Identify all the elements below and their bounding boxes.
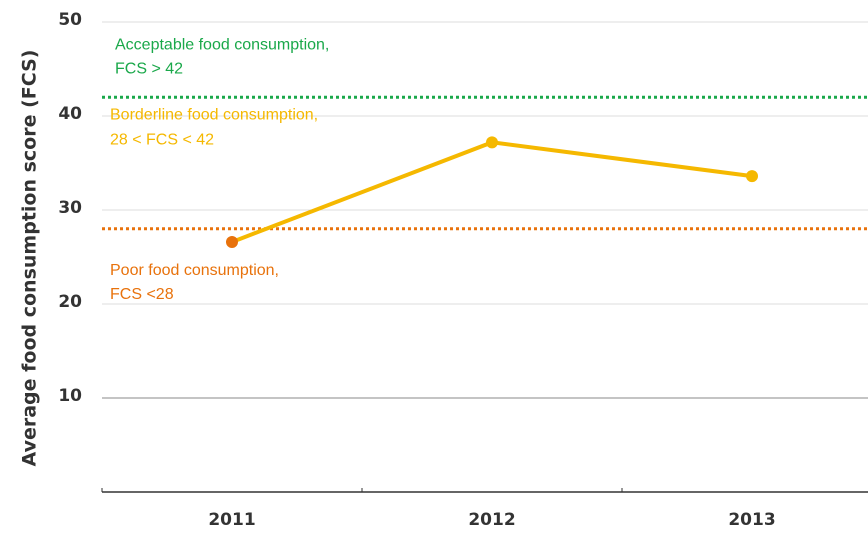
y-tick-label: 10 (58, 386, 82, 406)
line (231, 140, 753, 244)
x-tick-label: 2012 (468, 510, 515, 530)
x-tick-label: 2013 (728, 510, 775, 530)
marker (746, 170, 758, 183)
y-axis-label: Average food consumption score (FCS) (19, 50, 41, 467)
reference-label: Poor food consumption, (110, 262, 279, 279)
reference-label: FCS <28 (110, 286, 174, 303)
y-tick-label: 40 (58, 104, 82, 124)
y-tick-label: 30 (58, 198, 82, 218)
y-tick-label: 20 (58, 292, 82, 312)
reference-label: FCS > 42 (115, 60, 183, 77)
marker (486, 136, 498, 149)
y-tick-label: 50 (58, 10, 82, 30)
marker (226, 235, 238, 248)
annotation: 28 < FCS < 42 (110, 132, 214, 149)
annotation: Borderline food consumption, (110, 107, 318, 124)
x-tick-label: 2011 (208, 510, 255, 530)
reference-label: Acceptable food consumption, (115, 36, 329, 53)
